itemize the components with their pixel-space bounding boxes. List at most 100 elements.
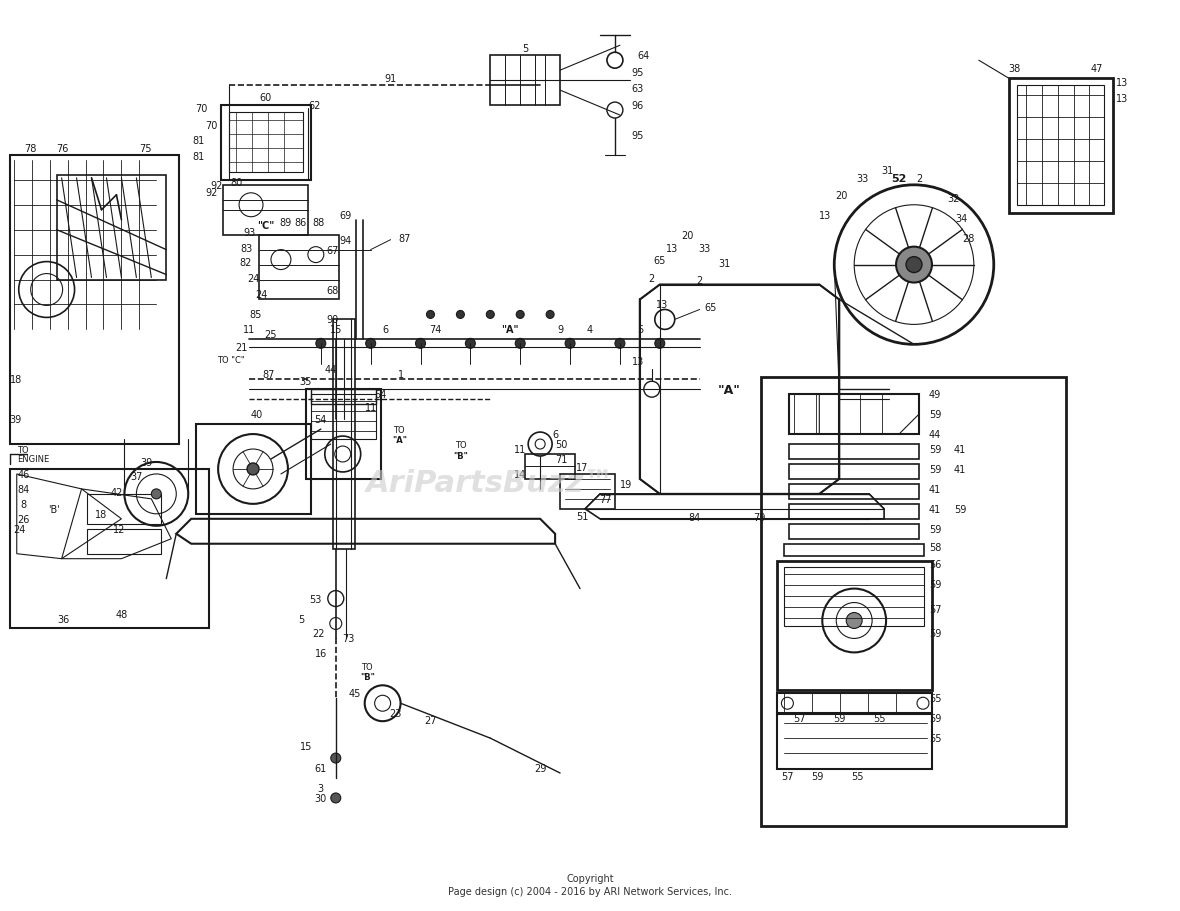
Text: 15: 15	[329, 325, 342, 335]
Text: 11: 11	[514, 445, 526, 455]
Text: 60: 60	[260, 93, 273, 103]
Text: 48: 48	[116, 609, 127, 619]
Text: 57: 57	[781, 772, 794, 781]
Text: 6: 6	[382, 325, 388, 335]
Text: Page design (c) 2004 - 2016 by ARI Network Services, Inc.: Page design (c) 2004 - 2016 by ARI Netwo…	[448, 885, 732, 896]
Text: 33: 33	[856, 174, 868, 184]
Text: 81: 81	[192, 136, 204, 146]
Text: 34: 34	[956, 213, 968, 223]
Text: 70: 70	[195, 104, 208, 114]
Text: 44: 44	[929, 430, 942, 440]
Text: 32: 32	[948, 193, 961, 203]
Text: 71: 71	[555, 455, 568, 465]
Text: 39: 39	[9, 415, 22, 425]
Text: 16: 16	[315, 649, 327, 659]
Text: 47: 47	[1092, 64, 1103, 74]
Text: 52: 52	[891, 174, 906, 184]
Text: 59: 59	[929, 410, 942, 420]
Circle shape	[366, 339, 375, 349]
Circle shape	[896, 248, 932, 283]
Text: 6: 6	[552, 430, 558, 440]
Circle shape	[330, 793, 341, 804]
Text: 79: 79	[753, 512, 766, 522]
Text: 24: 24	[255, 291, 267, 300]
Circle shape	[465, 339, 476, 349]
Text: 24: 24	[247, 273, 260, 283]
Text: 56: 56	[929, 559, 942, 569]
Text: TO: TO	[454, 440, 466, 449]
Text: 13: 13	[1116, 78, 1128, 88]
Text: 44: 44	[324, 365, 337, 374]
Circle shape	[415, 339, 426, 349]
Text: 96: 96	[631, 101, 644, 111]
Bar	[778, 714, 932, 769]
Circle shape	[565, 339, 575, 349]
Text: 23: 23	[389, 709, 401, 719]
Text: 17: 17	[576, 463, 588, 473]
Text: 15: 15	[300, 742, 312, 752]
Text: 74: 74	[430, 325, 441, 335]
Bar	[1009, 79, 1114, 213]
Bar	[778, 693, 932, 713]
Text: AriPartsBuzz™: AriPartsBuzz™	[366, 468, 615, 497]
Text: "B": "B"	[361, 672, 375, 681]
Bar	[789, 445, 919, 459]
Text: 20: 20	[682, 230, 694, 241]
Text: 55: 55	[873, 713, 885, 723]
Text: 2: 2	[649, 273, 655, 283]
Text: 94: 94	[340, 235, 352, 245]
Text: 22: 22	[313, 629, 324, 639]
Text: 49: 49	[929, 390, 942, 400]
Text: 64: 64	[638, 51, 650, 61]
Text: 13: 13	[631, 357, 644, 367]
Bar	[789, 505, 919, 519]
Text: 92: 92	[205, 188, 217, 198]
Circle shape	[615, 339, 625, 349]
Text: 70: 70	[205, 121, 217, 131]
Text: 46: 46	[18, 469, 30, 479]
Bar	[789, 485, 919, 499]
Text: 24: 24	[13, 524, 26, 534]
Text: 59: 59	[929, 629, 942, 639]
Text: 11: 11	[365, 403, 376, 413]
Text: 59: 59	[833, 713, 845, 723]
Bar	[260, 235, 339, 300]
Bar	[491, 56, 560, 106]
Circle shape	[516, 339, 525, 349]
Text: 85: 85	[250, 310, 262, 320]
Text: 54: 54	[374, 390, 387, 400]
Text: 95: 95	[631, 68, 644, 78]
Text: 5: 5	[522, 45, 529, 54]
Text: 30: 30	[315, 793, 327, 804]
Text: 93: 93	[243, 228, 255, 238]
Text: 62: 62	[309, 101, 321, 111]
Text: 59: 59	[929, 465, 942, 475]
Text: 3: 3	[317, 783, 323, 793]
Text: 57: 57	[929, 604, 942, 614]
Text: 59: 59	[929, 713, 942, 723]
Bar	[789, 465, 919, 479]
Text: 59: 59	[811, 772, 824, 781]
Text: 51: 51	[576, 511, 588, 521]
Bar	[310, 390, 375, 404]
Bar	[229, 113, 303, 173]
Text: "A": "A"	[502, 325, 519, 335]
Text: 37: 37	[130, 471, 143, 481]
Text: 21: 21	[235, 343, 248, 353]
Bar	[223, 186, 308, 235]
Bar	[310, 394, 375, 440]
Text: 1: 1	[398, 370, 404, 380]
Text: 13: 13	[656, 300, 668, 310]
Text: 80: 80	[230, 178, 242, 188]
Bar	[306, 390, 381, 479]
Bar	[86, 495, 162, 524]
Text: Copyright: Copyright	[566, 873, 614, 883]
Text: TO: TO	[361, 662, 373, 671]
Text: 77: 77	[598, 495, 611, 505]
Text: "A": "A"	[719, 384, 741, 396]
Text: 2: 2	[696, 275, 703, 285]
Text: 2: 2	[916, 174, 922, 184]
Text: 33: 33	[699, 243, 710, 253]
Text: 'B': 'B'	[47, 505, 59, 515]
Text: 92: 92	[210, 180, 222, 190]
